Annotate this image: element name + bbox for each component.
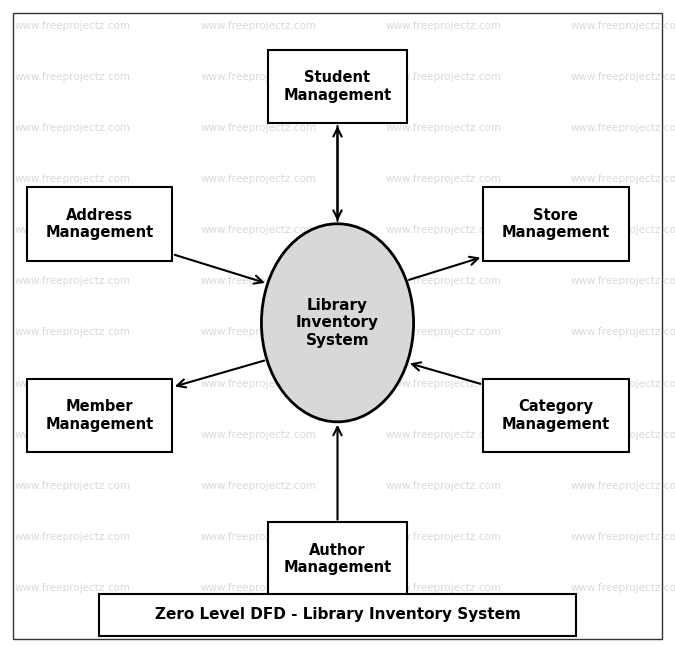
Text: Address
Management: Address Management [45,207,153,240]
Text: www.freeprojectz.com: www.freeprojectz.com [15,532,131,542]
Text: www.freeprojectz.com: www.freeprojectz.com [385,225,502,235]
Text: www.freeprojectz.com: www.freeprojectz.com [385,430,502,439]
Text: www.freeprojectz.com: www.freeprojectz.com [200,276,316,286]
Text: www.freeprojectz.com: www.freeprojectz.com [385,276,502,286]
Text: www.freeprojectz.com: www.freeprojectz.com [570,430,675,439]
Bar [99,594,576,636]
Text: www.freeprojectz.com: www.freeprojectz.com [570,174,675,184]
Text: www.freeprojectz.com: www.freeprojectz.com [385,532,502,542]
Bar [483,379,628,452]
Bar [268,522,407,596]
Text: www.freeprojectz.com: www.freeprojectz.com [15,225,131,235]
Text: www.freeprojectz.com: www.freeprojectz.com [385,72,502,82]
Text: www.freeprojectz.com: www.freeprojectz.com [570,327,675,337]
Text: www.freeprojectz.com: www.freeprojectz.com [15,430,131,439]
Bar [26,379,172,452]
Text: www.freeprojectz.com: www.freeprojectz.com [385,327,502,337]
Text: Store
Management: Store Management [502,207,610,240]
Text: www.freeprojectz.com: www.freeprojectz.com [15,379,131,389]
Text: www.freeprojectz.com: www.freeprojectz.com [570,72,675,82]
Text: www.freeprojectz.com: www.freeprojectz.com [200,481,316,491]
Text: www.freeprojectz.com: www.freeprojectz.com [200,123,316,133]
Text: www.freeprojectz.com: www.freeprojectz.com [385,379,502,389]
Text: www.freeprojectz.com: www.freeprojectz.com [570,276,675,286]
Text: www.freeprojectz.com: www.freeprojectz.com [385,123,502,133]
Text: www.freeprojectz.com: www.freeprojectz.com [385,21,502,31]
Text: www.freeprojectz.com: www.freeprojectz.com [570,21,675,31]
Text: www.freeprojectz.com: www.freeprojectz.com [15,583,131,593]
Text: www.freeprojectz.com: www.freeprojectz.com [15,327,131,337]
Text: www.freeprojectz.com: www.freeprojectz.com [200,21,316,31]
Text: www.freeprojectz.com: www.freeprojectz.com [385,583,502,593]
Text: www.freeprojectz.com: www.freeprojectz.com [200,327,316,337]
Bar [26,187,172,261]
Text: www.freeprojectz.com: www.freeprojectz.com [385,174,502,184]
Text: www.freeprojectz.com: www.freeprojectz.com [385,481,502,491]
Text: www.freeprojectz.com: www.freeprojectz.com [570,583,675,593]
Text: www.freeprojectz.com: www.freeprojectz.com [570,532,675,542]
Text: www.freeprojectz.com: www.freeprojectz.com [200,174,316,184]
Text: www.freeprojectz.com: www.freeprojectz.com [200,72,316,82]
Text: www.freeprojectz.com: www.freeprojectz.com [200,430,316,439]
Text: www.freeprojectz.com: www.freeprojectz.com [200,379,316,389]
Text: Author
Management: Author Management [284,543,392,576]
Text: www.freeprojectz.com: www.freeprojectz.com [15,481,131,491]
Text: www.freeprojectz.com: www.freeprojectz.com [15,174,131,184]
Text: Student
Management: Student Management [284,70,392,102]
Text: www.freeprojectz.com: www.freeprojectz.com [570,123,675,133]
Bar [268,50,407,123]
Text: www.freeprojectz.com: www.freeprojectz.com [570,225,675,235]
Text: www.freeprojectz.com: www.freeprojectz.com [200,225,316,235]
Text: www.freeprojectz.com: www.freeprojectz.com [15,72,131,82]
Text: Library
Inventory
System: Library Inventory System [296,298,379,348]
Text: Category
Management: Category Management [502,399,610,432]
Text: Member
Management: Member Management [45,399,153,432]
Text: www.freeprojectz.com: www.freeprojectz.com [15,21,131,31]
Text: www.freeprojectz.com: www.freeprojectz.com [570,481,675,491]
Text: www.freeprojectz.com: www.freeprojectz.com [570,379,675,389]
Text: www.freeprojectz.com: www.freeprojectz.com [15,123,131,133]
Text: www.freeprojectz.com: www.freeprojectz.com [200,532,316,542]
Text: www.freeprojectz.com: www.freeprojectz.com [15,276,131,286]
Text: Zero Level DFD - Library Inventory System: Zero Level DFD - Library Inventory Syste… [155,607,520,622]
Ellipse shape [261,224,414,422]
Text: www.freeprojectz.com: www.freeprojectz.com [200,583,316,593]
Bar [483,187,628,261]
